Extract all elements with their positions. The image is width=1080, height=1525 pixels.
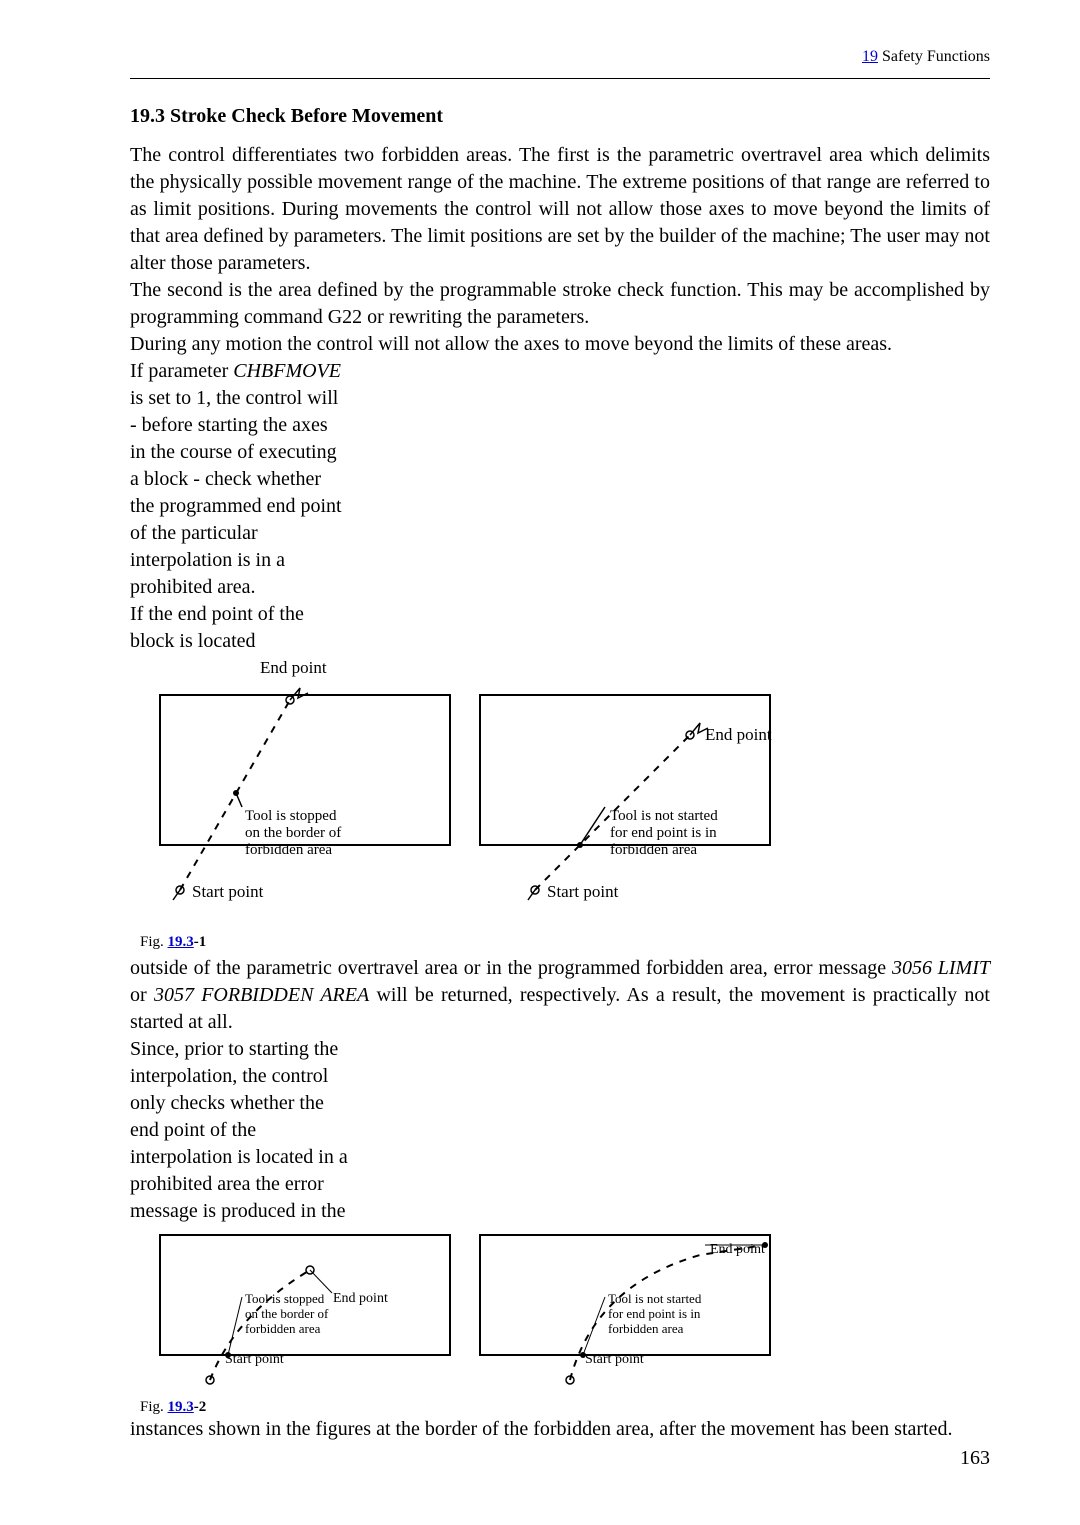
- fig2-right-end-label: End point: [710, 1242, 765, 1257]
- side-text-1: If parameter CHBFMOVE is set to 1, the c…: [130, 358, 345, 655]
- fig2-right-start-label: Start point: [585, 1352, 644, 1367]
- fig2-caption: Fig. 19.3-2: [140, 1399, 780, 1416]
- p4b: 3056 LIMIT: [892, 957, 990, 979]
- fig1-right-start-label: Start point: [547, 882, 619, 901]
- fig2-right-annot-2: for end point is in: [608, 1306, 701, 1321]
- fig2-cap-suffix: -2: [194, 1399, 207, 1415]
- header-rule: [130, 78, 990, 79]
- section-heading: 19.3 Stroke Check Before Movement: [130, 105, 990, 128]
- fig1-right-end-label: End point: [705, 725, 772, 744]
- fig2-cap-link[interactable]: 19.3: [168, 1399, 194, 1415]
- paragraph-2: The second is the area defined by the pr…: [130, 277, 990, 331]
- p4c: or: [130, 984, 154, 1006]
- fig1-cap-link[interactable]: 19.3: [168, 934, 194, 950]
- fig2-left-annot-2: on the border of: [245, 1306, 329, 1321]
- fig2-left-annot-3: forbidden area: [245, 1321, 321, 1336]
- fig1-left-annot-3: forbidden area: [245, 842, 332, 858]
- fig2-cap-prefix: Fig.: [140, 1399, 168, 1415]
- header-chapter-title: Safety Functions: [878, 48, 990, 65]
- fig1-cap-prefix: Fig.: [140, 934, 168, 950]
- figure-1: End point Start point Tool is stopped on…: [140, 655, 780, 951]
- side1a: If parameter: [130, 360, 233, 382]
- figure-2-svg: End point Start point Tool is stopped on…: [140, 1225, 780, 1390]
- header-chapter-link[interactable]: 19: [862, 48, 878, 65]
- fig1-left-start-label: Start point: [192, 882, 264, 901]
- paragraph-5: instances shown in the figures at the bo…: [130, 1416, 990, 1443]
- fig1-right-annot-2: for end point is in: [610, 825, 717, 841]
- fig2-block: Since, prior to starting the interpolati…: [130, 1036, 990, 1416]
- side1d: If the end point of the block is located: [130, 601, 345, 655]
- fig1-left-annot-2: on the border of: [245, 825, 341, 841]
- paragraph-1: The control differentiates two forbidden…: [130, 142, 990, 277]
- fig1-block: If parameter CHBFMOVE is set to 1, the c…: [130, 358, 990, 951]
- fig2-right-annot-1: Tool is not started: [608, 1291, 702, 1306]
- fig2-right-annot-3: forbidden area: [608, 1321, 684, 1336]
- p4d: 3057 FORBIDDEN AREA: [154, 984, 369, 1006]
- fig2-left-start-label: Start point: [225, 1352, 284, 1367]
- page-number: 163: [960, 1447, 990, 1470]
- side-text-2: Since, prior to starting the interpolati…: [130, 1036, 350, 1225]
- side1c: is set to 1, the control will - before s…: [130, 387, 342, 598]
- fig2-left-annot-1: Tool is stopped: [245, 1291, 325, 1306]
- fig1-right-annot-3: forbidden area: [610, 842, 697, 858]
- fig1-right-annot-1: Tool is not started: [610, 808, 718, 824]
- fig1-caption: Fig. 19.3-1: [140, 934, 780, 951]
- side1b-italic: CHBFMOVE: [233, 360, 341, 382]
- p4a: outside of the parametric overtravel are…: [130, 957, 892, 979]
- paragraph-3: During any motion the control will not a…: [130, 331, 990, 358]
- fig1-left-end-label: End point: [260, 658, 327, 677]
- fig1-cap-suffix: -1: [194, 934, 207, 950]
- figure-1-svg: End point Start point Tool is stopped on…: [140, 655, 780, 925]
- figure-2: End point Start point Tool is stopped on…: [140, 1225, 780, 1416]
- fig2-left-end-label: End point: [333, 1291, 388, 1306]
- page-header: 19 Safety Functions: [862, 48, 990, 66]
- page-container: 19 Safety Functions 19.3 Stroke Check Be…: [0, 0, 1080, 1525]
- fig1-left-annot-1: Tool is stopped: [245, 808, 337, 824]
- paragraph-4: outside of the parametric overtravel are…: [130, 951, 990, 1036]
